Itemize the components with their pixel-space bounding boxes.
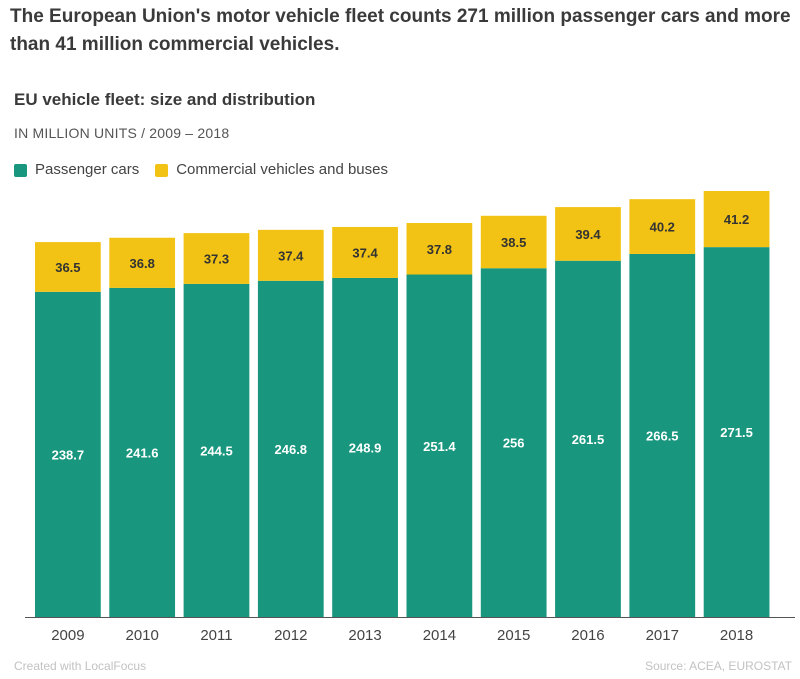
data-label-passenger-cars: 244.5	[200, 443, 233, 458]
bar-passenger-cars-2014	[406, 274, 473, 617]
bar-passenger-cars-2009	[35, 291, 101, 617]
chart-title: EU vehicle fleet: size and distribution	[14, 90, 316, 109]
x-tick-label: 2009	[51, 627, 84, 644]
data-label-commercial-vehicles: 40.2	[650, 220, 675, 235]
data-label-commercial-vehicles: 37.3	[204, 252, 229, 267]
data-label-passenger-cars: 256	[503, 436, 525, 451]
chart-subtitle: IN MILLION UNITS / 2009 – 2018	[14, 125, 230, 141]
headline: The European Union's motor vehicle fleet…	[10, 6, 791, 55]
bar-commercial-vehicles-2010	[109, 237, 176, 288]
x-tick-label: 2017	[646, 627, 679, 644]
bar-commercial-vehicles-2014	[406, 223, 473, 275]
x-tick-label: 2011	[200, 627, 232, 644]
bar-commercial-vehicles-2018	[703, 191, 770, 248]
bar-passenger-cars-2013	[332, 277, 398, 617]
bar-passenger-cars-2011	[183, 283, 250, 617]
bar-commercial-vehicles-2013	[332, 226, 398, 278]
data-label-passenger-cars: 246.8	[275, 442, 308, 457]
bar-passenger-cars-2018	[703, 247, 770, 617]
x-tick-label: 2010	[125, 627, 158, 644]
legend-item-commercial-vehicles[interactable]: Commercial vehicles and buses	[155, 161, 388, 179]
data-label-commercial-vehicles: 36.8	[130, 256, 155, 271]
bar-passenger-cars-2010	[109, 287, 176, 617]
x-tick-label: 2018	[720, 627, 753, 644]
data-label-commercial-vehicles: 39.4	[575, 227, 601, 242]
x-tick-label: 2016	[571, 627, 604, 644]
data-label-commercial-vehicles: 37.4	[278, 248, 304, 263]
bar-commercial-vehicles-2011	[183, 233, 250, 284]
legend-item-passenger-cars[interactable]: Passenger cars	[14, 161, 139, 179]
bar-passenger-cars-2017	[629, 253, 696, 617]
bar-commercial-vehicles-2015	[480, 215, 547, 269]
legend-swatch-passenger-cars	[14, 163, 27, 177]
data-label-passenger-cars: 248.9	[349, 440, 382, 455]
data-label-commercial-vehicles: 41.2	[724, 212, 749, 227]
data-label-passenger-cars: 251.4	[423, 439, 456, 454]
bar-passenger-cars-2012	[257, 280, 324, 617]
legend: Passenger cars Commercial vehicles and b…	[14, 161, 404, 179]
data-label-commercial-vehicles: 38.5	[501, 235, 526, 250]
data-label-passenger-cars: 266.5	[646, 428, 679, 443]
data-label-commercial-vehicles: 37.8	[427, 242, 452, 257]
bar-commercial-vehicles-2016	[555, 207, 621, 261]
bar-commercial-vehicles-2012	[257, 229, 324, 281]
data-label-passenger-cars: 271.5	[720, 425, 753, 440]
data-label-passenger-cars: 238.7	[52, 447, 85, 462]
source-text: Source: ACEA, EUROSTAT	[645, 659, 792, 673]
bar-passenger-cars-2015	[480, 268, 547, 617]
legend-label-commercial-vehicles: Commercial vehicles and buses	[176, 161, 388, 178]
x-tick-label: 2015	[497, 627, 530, 644]
bar-commercial-vehicles-2017	[629, 199, 696, 254]
data-label-commercial-vehicles: 36.5	[55, 260, 80, 275]
legend-swatch-commercial-vehicles	[155, 163, 169, 177]
data-label-commercial-vehicles: 37.4	[352, 245, 378, 260]
data-label-passenger-cars: 261.5	[572, 432, 605, 447]
credit-text: Created with LocalFocus	[14, 659, 147, 673]
legend-label-passenger-cars: Passenger cars	[35, 161, 140, 178]
x-tick-label: 2012	[274, 627, 307, 644]
data-label-passenger-cars: 241.6	[126, 445, 159, 460]
x-tick-label: 2014	[423, 627, 456, 644]
bar-commercial-vehicles-2009	[35, 242, 101, 292]
x-tick-label: 2013	[348, 627, 381, 644]
bar-passenger-cars-2016	[555, 260, 621, 617]
